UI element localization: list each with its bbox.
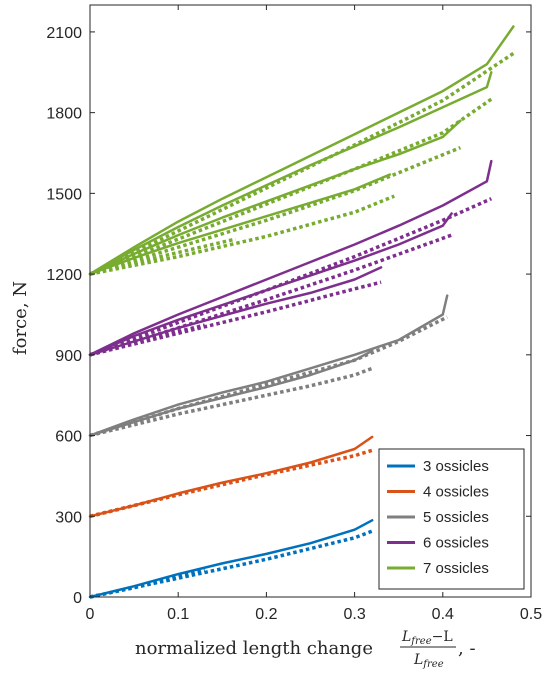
series-4-dotted-curve-2	[89, 280, 382, 357]
chart-axes: 0 0.1 0.2 0.3 0.4 0.5 0 300 600 900 1200 1500 1800 21…	[46, 4, 542, 623]
x-tick-label: 0.3	[343, 606, 365, 623]
series-5-solid-curve-5	[88, 71, 493, 276]
series-1-dotted-curve-3	[89, 529, 373, 599]
series-2-solid-curve-1	[88, 435, 374, 518]
plot-frame	[89, 4, 532, 598]
legend-entry: 7 ossicles	[423, 560, 489, 577]
legend-box	[378, 448, 525, 590]
series-3-solid-curve-3	[88, 294, 449, 437]
y-tick-label: 1800	[46, 106, 82, 123]
y-tick-label: 0	[73, 590, 82, 607]
y-tick-label: 600	[55, 429, 82, 446]
y-tick-label: 1500	[46, 186, 82, 203]
x-axis-label-text: normalized length change	[135, 638, 373, 659]
x-tick-label: 0.5	[520, 606, 542, 623]
legend-entry: 6 ossicles	[423, 535, 489, 552]
series-5-solid-curve-7	[88, 25, 515, 276]
series-5-solid-curve-3	[88, 119, 462, 276]
x-axis-label: normalized length change Lfree−L Lfree ,…	[135, 629, 476, 670]
series-4-dotted-curve-6	[89, 197, 493, 357]
series-5-dotted-curve-9	[89, 237, 236, 276]
series-2-dotted-curve-3	[89, 448, 373, 518]
y-tick-label: 1200	[46, 267, 82, 284]
y-tick-label: 300	[55, 509, 82, 526]
chart-series-group	[88, 25, 515, 599]
series-4-dotted-curve-7	[89, 323, 206, 357]
y-tick-label: 2100	[46, 25, 82, 42]
legend-entry: 3 ossicles	[423, 458, 489, 475]
y-tick-label: 900	[55, 348, 82, 365]
legend-entry: 4 ossicles	[423, 484, 489, 501]
series-1-solid-curve-1	[88, 519, 374, 599]
series-3-dotted-curve-4	[89, 315, 448, 438]
x-tick-label: 0.2	[255, 606, 277, 623]
series-4-solid-curve-5	[88, 159, 493, 357]
series-5-dotted-curve-2	[89, 194, 395, 276]
chart-legend: 3 ossicles 4 ossicles 5 ossicles 6 ossicles…	[378, 448, 525, 590]
x-tick-label: 0.4	[432, 606, 454, 623]
x-tick-label: 0	[86, 606, 95, 623]
legend-entry: 5 ossicles	[423, 509, 489, 526]
x-axis-label-numerator: Lfree−L	[401, 629, 453, 647]
series-3-dotted-curve-2	[89, 366, 373, 438]
series-4-dotted-curve-4	[89, 233, 453, 357]
x-axis-label-denominator: Lfree	[413, 652, 444, 670]
x-tick-label: 0.1	[167, 606, 189, 623]
x-axis-label-suffix: , -	[458, 638, 476, 659]
series-5-dotted-curve-6	[89, 97, 493, 276]
series-5-dotted-curve-4	[89, 145, 462, 276]
y-axis-label: force, N	[10, 281, 31, 355]
